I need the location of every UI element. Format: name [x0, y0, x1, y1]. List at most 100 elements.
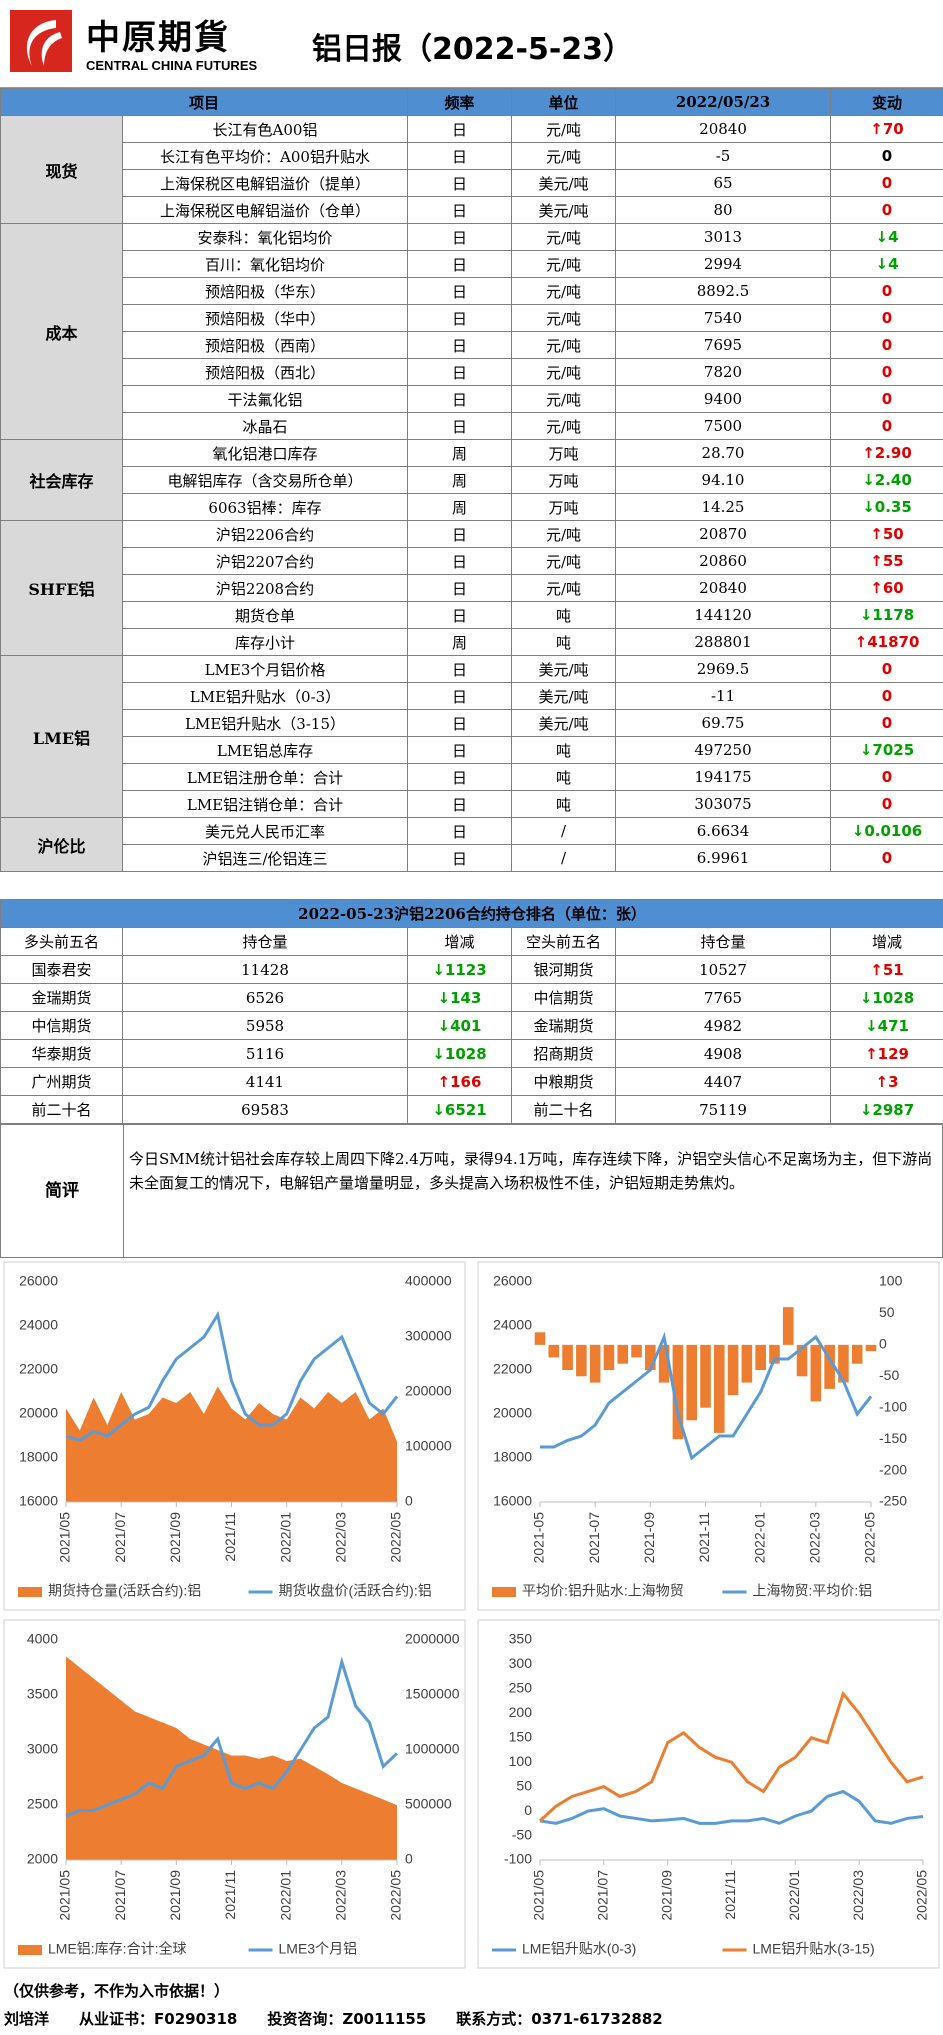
bar: [851, 1344, 863, 1364]
bar: [548, 1344, 560, 1358]
freq-cell: 日: [407, 142, 513, 170]
y-tick-label: 3500: [27, 1686, 58, 1702]
bar: [617, 1344, 629, 1364]
value-cell: 20840: [615, 115, 832, 143]
position-cell: 75119: [615, 1095, 831, 1124]
item-cell: 库存小计: [121, 628, 409, 656]
legend-label: 期货持仓量(活跃合约):铝: [48, 1583, 201, 1599]
y2-tick-label: 0: [405, 1493, 413, 1509]
legend-swatch: [492, 1587, 516, 1597]
item-cell: 沪铝2207合约: [121, 547, 409, 575]
header-row: 项目 频率 单位 2022/05/23 变动: [0, 88, 943, 116]
ranking-row: 华泰期货 5116 ↓1028 招商期货 4908 ↑129: [0, 1039, 943, 1068]
broker-name: 华泰期货: [0, 1039, 123, 1068]
value-cell: 94.10: [615, 466, 832, 494]
y-tick-label: 4000: [27, 1631, 58, 1647]
unit-cell: 吨: [511, 628, 617, 656]
x-tick-label: 2021-05: [531, 1512, 547, 1564]
x-tick-label: 2021/07: [112, 1870, 128, 1921]
data-row: 社会库存 氧化铝港口库存周万吨 28.70 ↑2.90: [0, 439, 943, 521]
unit-cell: 元/吨: [511, 385, 617, 413]
y-tick-label: 0: [524, 1802, 532, 1818]
column-header: 项目: [0, 88, 409, 116]
value-cell: 194175: [615, 763, 832, 791]
change-cell: 0: [830, 169, 943, 197]
data-row: 沪伦比 美元兑人民币汇率日/6.6634 ↓0.0106: [0, 817, 943, 872]
unit-cell: 元/吨: [511, 358, 617, 386]
item-cell: 干法氟化铝: [121, 385, 409, 413]
freq-cell: 日: [407, 574, 513, 602]
data-row: 6063铝棒：库存周万吨 14.25 ↓0.35: [1, 493, 943, 521]
data-row: LME铝 LME3个月铝价格日美元/吨 2969.5 0: [0, 655, 943, 818]
bar: [686, 1344, 698, 1421]
freq-cell: 日: [407, 736, 513, 764]
change-cell: ↓1178: [830, 601, 943, 629]
change-cell: ↓2.40: [830, 466, 943, 494]
y2-tick-label: -150: [879, 1430, 907, 1446]
change-cell: 0: [830, 412, 943, 440]
unit-cell: 美元/吨: [511, 196, 617, 224]
unit-cell: 美元/吨: [511, 709, 617, 737]
bar: [824, 1344, 835, 1389]
data-row: 沪铝2207合约日元/吨 20860 ↑55: [1, 547, 943, 575]
freq-cell: 日: [407, 385, 513, 413]
x-tick-label: 2022/03: [333, 1870, 349, 1921]
freq-cell: 日: [407, 358, 513, 386]
position-cell: 4908: [615, 1039, 831, 1068]
bar: [796, 1344, 808, 1377]
market-table: 项目 频率 单位 2022/05/23 变动 现货 长江有色A00铝日元/吨 20840 ↑70…: [0, 88, 943, 872]
y2-tick-label: 2000000: [405, 1631, 460, 1647]
freq-cell: 日: [407, 304, 513, 332]
change-cell: ↑60: [830, 574, 943, 602]
unit-cell: 吨: [511, 601, 617, 629]
data-row: LME铝升贴水（0-3）日美元/吨 -11 0: [1, 682, 943, 710]
broker-name: 金瑞期货: [511, 1011, 616, 1040]
group-label: SHFE铝: [0, 520, 123, 656]
item-cell: 长江有色平均价：A00铝升贴水: [121, 142, 409, 170]
change-cell: ↑3: [829, 1067, 943, 1096]
y-tick-label: 250: [509, 1680, 533, 1696]
bar: [672, 1344, 684, 1440]
value-cell: 7500: [615, 412, 832, 440]
position-cell: 5958: [122, 1011, 408, 1040]
broker-name: 银河期货: [511, 955, 616, 984]
value-cell: 20870: [615, 520, 832, 548]
unit-cell: 美元/吨: [511, 655, 617, 683]
unit-cell: 元/吨: [511, 520, 617, 548]
data-row: 沪铝连三/伦铝连三日/6.9961 0: [1, 844, 943, 872]
freq-cell: 日: [407, 196, 513, 224]
unit-cell: 元/吨: [511, 115, 617, 143]
y2-tick-label: -50: [879, 1367, 899, 1383]
ranking-row: 广州期货 4141 ↑166 中粮期货 4407 ↑3: [0, 1067, 943, 1096]
column-header: 持仓量: [122, 927, 408, 956]
change-cell: ↑129: [829, 1039, 943, 1068]
data-row: 成本 安泰科：氧化铝均价日元/吨 3013 ↓4: [0, 223, 943, 440]
unit-cell: /: [511, 817, 617, 845]
y-tick-label: 18000: [493, 1449, 532, 1465]
ranking-row: 中信期货 5958 ↓401 金瑞期货 4982 ↓471: [0, 1011, 943, 1040]
y2-tick-label: 100: [879, 1273, 903, 1289]
value-cell: 65: [615, 169, 832, 197]
footer: （仅供参考，不作为入市依据！） 刘培洋 从业证书：F0290318 投资咨询：Z00…: [0, 1972, 943, 2035]
x-tick-label: 2021/05: [57, 1512, 73, 1563]
freq-cell: 日: [407, 601, 513, 629]
item-cell: 长江有色A00铝: [121, 115, 409, 143]
bar: [769, 1344, 780, 1364]
footer-item: 联系方式：0371-61732882: [456, 2010, 663, 2028]
change-cell: ↓7025: [830, 736, 943, 764]
ranking-row: 前二十名 69583 ↓6521 前二十名 75119 ↓2987: [0, 1095, 943, 1124]
legend-label: LME铝升贴水(0-3): [522, 1941, 636, 1957]
freq-cell: 日: [407, 547, 513, 575]
freq-cell: 日: [407, 520, 513, 548]
broker-name: 中粮期货: [511, 1067, 616, 1096]
x-tick-label: 2022/03: [850, 1870, 866, 1921]
comment-box: 简评 今日SMM统计铝社会库存较上周四下降2.4万吨，录得94.1万吨，库存连续…: [0, 1124, 943, 1258]
data-row: 预焙阳极（华中）日元/吨 7540 0: [1, 304, 943, 332]
unit-cell: 吨: [511, 736, 617, 764]
item-cell: LME铝注册仓单：合计: [121, 763, 409, 791]
broker-name: 前二十名: [0, 1095, 123, 1124]
y2-tick-label: 0: [879, 1336, 887, 1352]
chart-panel: [477, 1261, 940, 1611]
item-cell: 期货仓单: [121, 601, 409, 629]
change-cell: ↑50: [830, 520, 943, 548]
